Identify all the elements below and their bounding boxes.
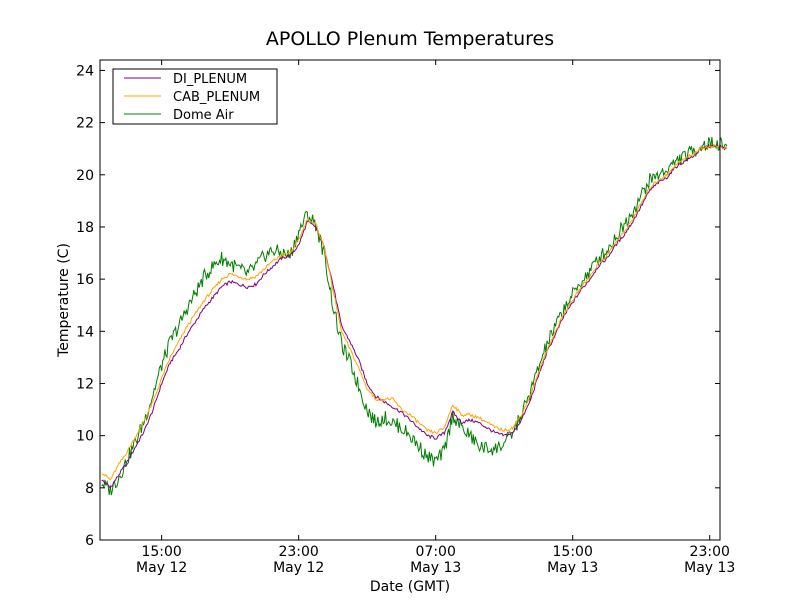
legend-label: Dome Air xyxy=(173,108,234,123)
legend-label: DI_PLENUM xyxy=(173,72,247,87)
x-tick-time-label: 23:00 xyxy=(278,544,318,560)
y-tick-label: 16 xyxy=(76,272,94,288)
x-tick-time-label: 15:00 xyxy=(141,544,181,560)
x-tick-time-label: 15:00 xyxy=(553,544,593,560)
y-tick-label: 10 xyxy=(76,429,94,445)
x-tick-date-label: May 12 xyxy=(136,560,187,576)
y-tick-label: 8 xyxy=(85,481,94,497)
x-tick-date-label: May 13 xyxy=(547,560,598,576)
x-tick-date-label: May 13 xyxy=(684,560,735,576)
y-tick-label: 22 xyxy=(76,116,94,132)
chart-title: APOLLO Plenum Temperatures xyxy=(266,28,554,50)
y-tick-label: 20 xyxy=(76,168,94,184)
series-line-cab-plenum xyxy=(101,144,728,481)
plot-frame xyxy=(99,59,721,541)
y-tick-label: 18 xyxy=(76,220,94,236)
series-line-dome-air xyxy=(101,135,728,496)
x-tick-time-label: 07:00 xyxy=(416,544,456,560)
legend: DI_PLENUM CAB_PLENUM Dome Air xyxy=(112,68,278,125)
x-tick-date-label: May 12 xyxy=(273,560,324,576)
y-axis-label: Temperature (C) xyxy=(56,243,72,358)
y-tick-label: 24 xyxy=(76,63,94,79)
x-axis-label: Date (GMT) xyxy=(370,579,450,595)
x-tick-time-label: 23:00 xyxy=(690,544,730,560)
legend-label: CAB_PLENUM xyxy=(173,90,260,105)
y-tick-label: 14 xyxy=(76,324,94,340)
x-tick-date-label: May 13 xyxy=(410,560,461,576)
series-line-di-plenum xyxy=(101,143,728,489)
y-tick-label: 6 xyxy=(85,533,94,549)
y-tick-label: 12 xyxy=(76,376,94,392)
plot-area xyxy=(101,135,728,496)
